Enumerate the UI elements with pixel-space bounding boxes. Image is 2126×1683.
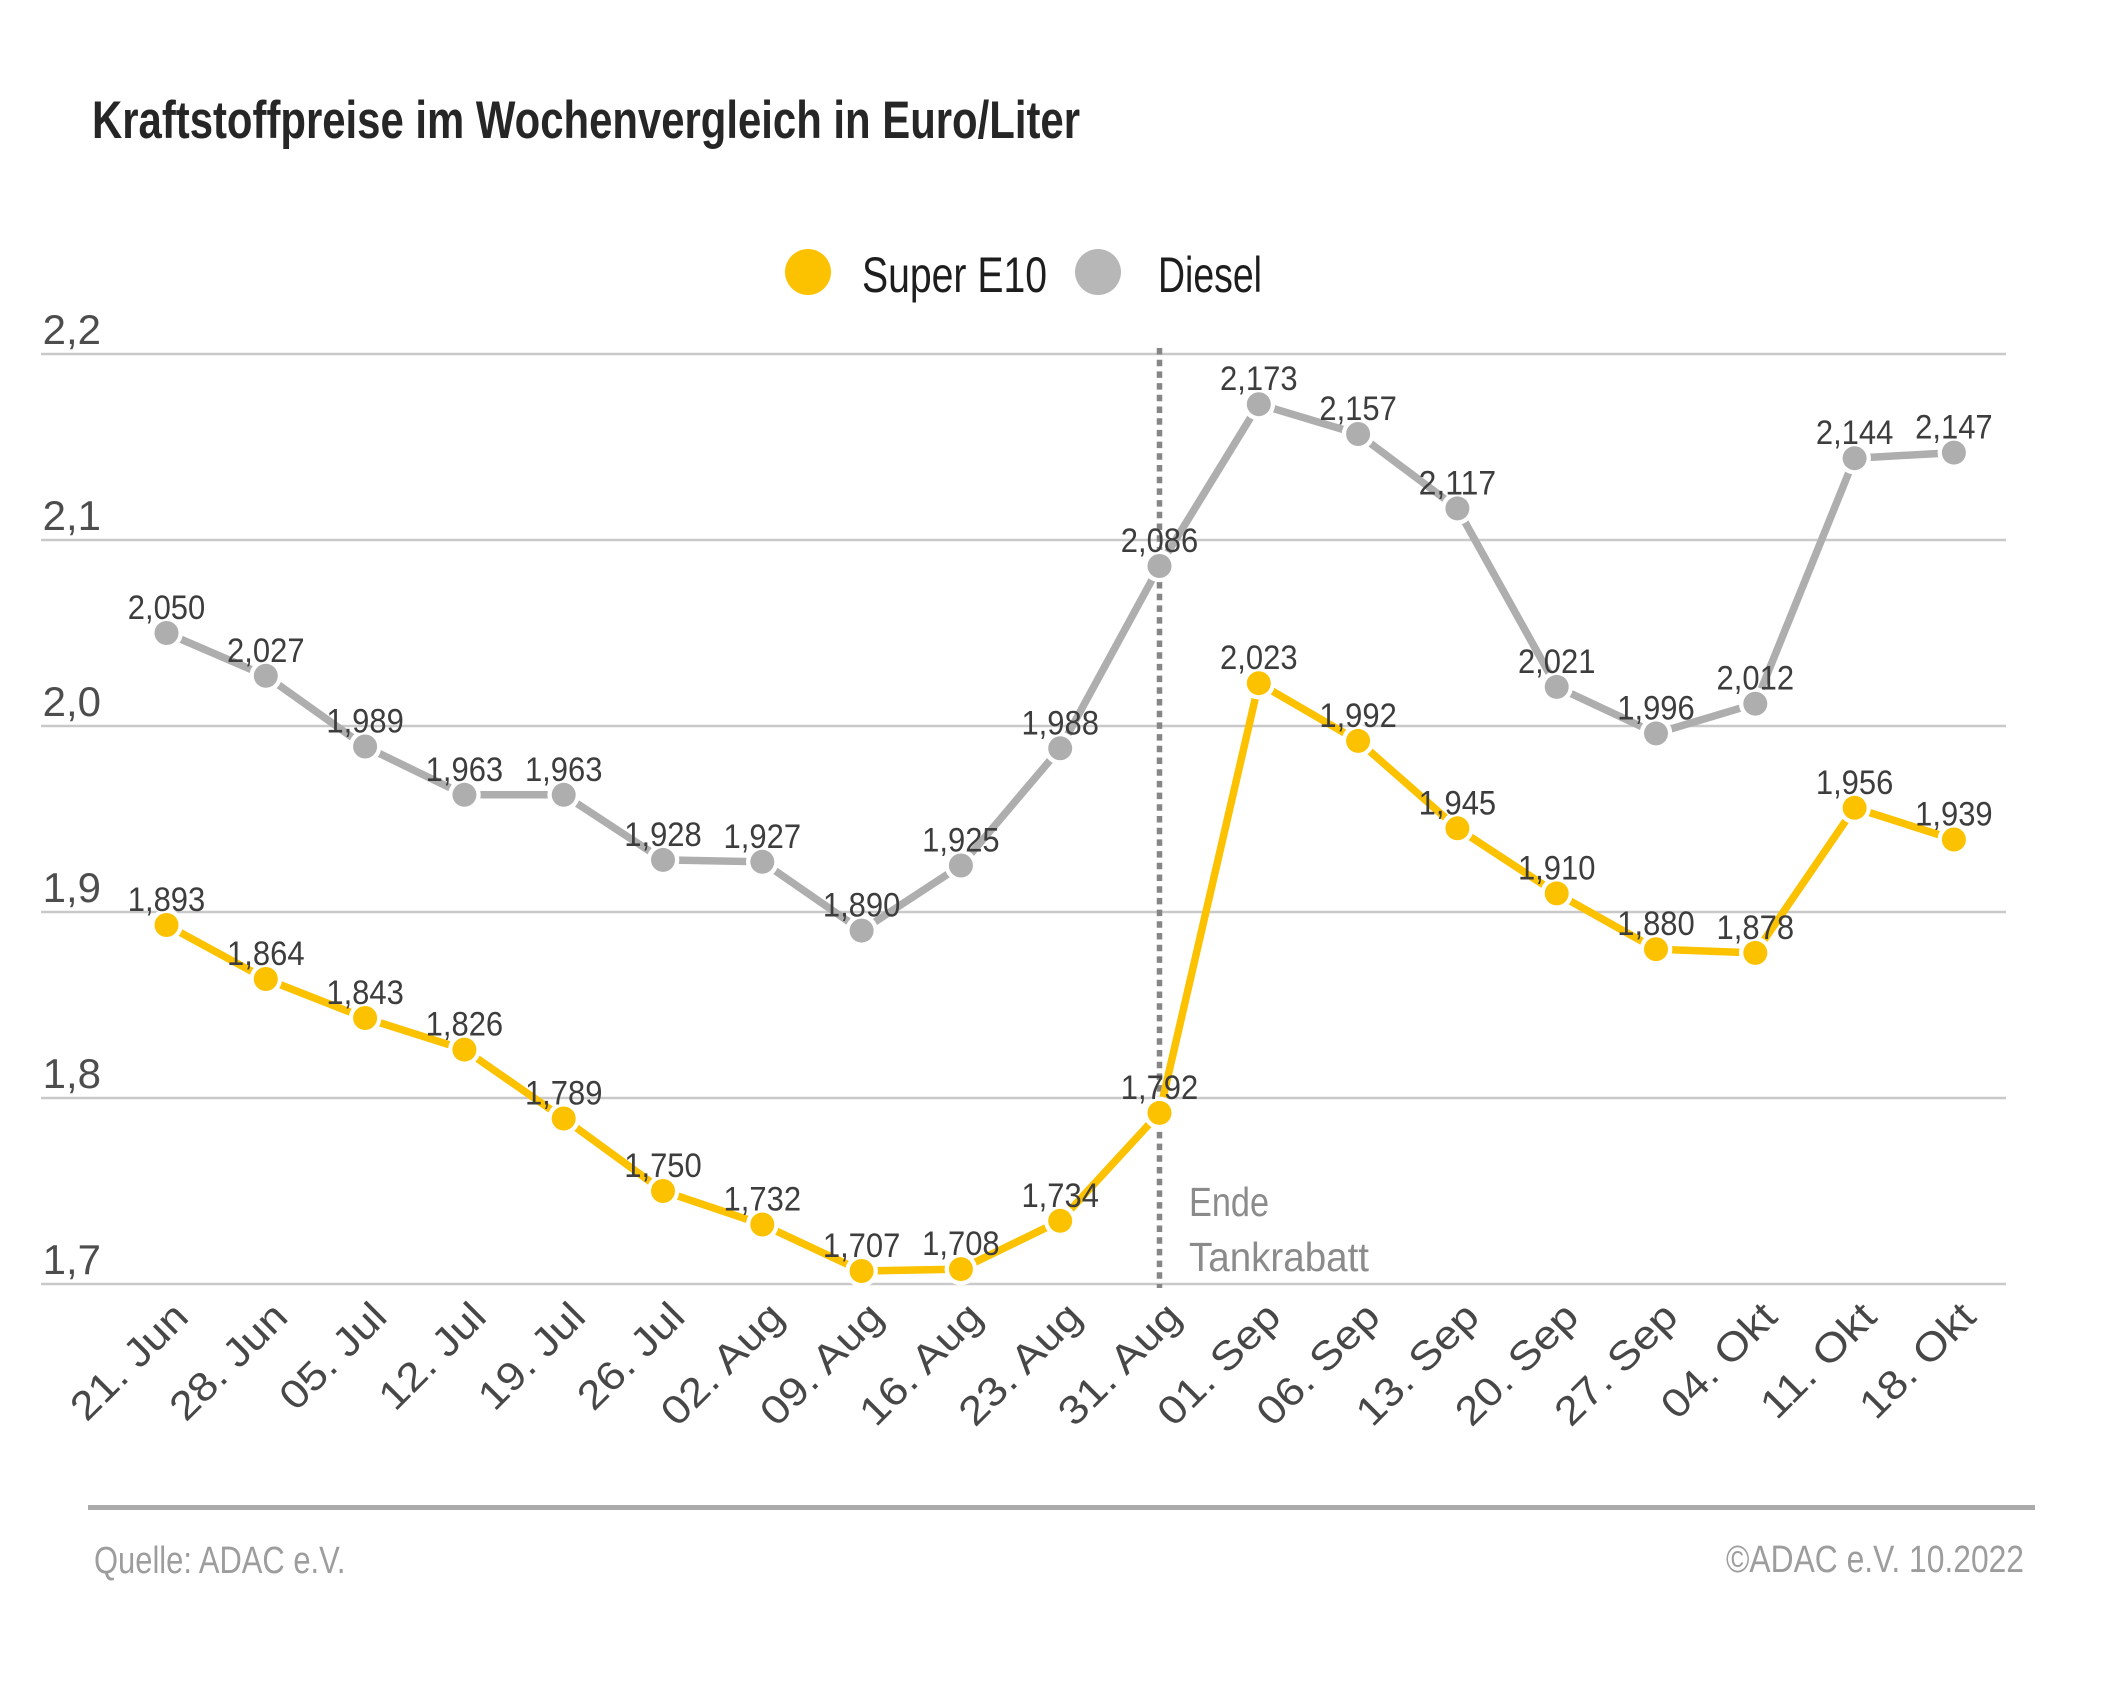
svg-text:1,956: 1,956	[1816, 764, 1894, 802]
svg-text:1,732: 1,732	[724, 1181, 802, 1219]
svg-text:1,939: 1,939	[1915, 796, 1993, 834]
svg-text:1,9: 1,9	[43, 864, 101, 911]
svg-text:2,050: 2,050	[128, 589, 206, 627]
svg-text:2,2: 2,2	[43, 306, 101, 353]
svg-text:Kraftstoffpreise im Wochenverg: Kraftstoffpreise im Wochenvergleich in E…	[92, 91, 1080, 150]
svg-text:1,925: 1,925	[922, 822, 1000, 860]
svg-text:2,021: 2,021	[1518, 643, 1596, 681]
svg-text:1,843: 1,843	[326, 974, 404, 1012]
svg-text:1,963: 1,963	[426, 751, 504, 789]
svg-text:1,792: 1,792	[1121, 1069, 1199, 1107]
svg-text:1,893: 1,893	[128, 881, 206, 919]
svg-text:1,890: 1,890	[823, 887, 901, 925]
svg-text:Super E10: Super E10	[862, 247, 1047, 303]
svg-text:2,086: 2,086	[1121, 522, 1199, 560]
svg-text:1,988: 1,988	[1021, 704, 1099, 742]
svg-text:1,878: 1,878	[1717, 909, 1795, 947]
svg-text:2,144: 2,144	[1816, 414, 1894, 452]
svg-text:2,173: 2,173	[1220, 360, 1298, 398]
svg-text:1,989: 1,989	[326, 703, 404, 741]
svg-text:1,708: 1,708	[922, 1225, 1000, 1263]
svg-text:2,023: 2,023	[1220, 639, 1298, 677]
svg-text:Ende: Ende	[1189, 1179, 1269, 1225]
svg-text:Diesel: Diesel	[1158, 247, 1262, 303]
svg-text:1,927: 1,927	[724, 818, 802, 856]
svg-text:1,928: 1,928	[624, 816, 702, 854]
svg-text:1,826: 1,826	[426, 1006, 504, 1044]
svg-text:Tankrabatt: Tankrabatt	[1189, 1234, 1370, 1280]
svg-text:©ADAC e.V. 10.2022: ©ADAC e.V. 10.2022	[1726, 1539, 2024, 1581]
svg-text:1,8: 1,8	[43, 1050, 101, 1097]
svg-text:1,945: 1,945	[1419, 784, 1497, 822]
svg-text:1,750: 1,750	[624, 1147, 702, 1185]
svg-text:1,880: 1,880	[1617, 905, 1695, 943]
svg-text:2,117: 2,117	[1419, 464, 1497, 502]
svg-text:2,027: 2,027	[227, 632, 305, 670]
svg-text:2,1: 2,1	[43, 492, 101, 539]
svg-text:2,157: 2,157	[1319, 390, 1397, 428]
svg-text:2,012: 2,012	[1717, 660, 1795, 698]
svg-text:1,992: 1,992	[1319, 697, 1397, 735]
svg-text:1,963: 1,963	[525, 751, 603, 789]
svg-text:1,707: 1,707	[823, 1227, 901, 1265]
svg-text:2,0: 2,0	[43, 678, 101, 725]
svg-text:Quelle: ADAC e.V.: Quelle: ADAC e.V.	[94, 1540, 346, 1582]
svg-text:1,910: 1,910	[1518, 849, 1596, 887]
svg-text:1,864: 1,864	[227, 935, 305, 973]
svg-text:2,147: 2,147	[1915, 409, 1993, 447]
svg-text:1,996: 1,996	[1617, 689, 1695, 727]
svg-text:1,7: 1,7	[43, 1236, 101, 1283]
svg-text:1,734: 1,734	[1021, 1177, 1099, 1215]
svg-text:1,789: 1,789	[525, 1075, 603, 1113]
